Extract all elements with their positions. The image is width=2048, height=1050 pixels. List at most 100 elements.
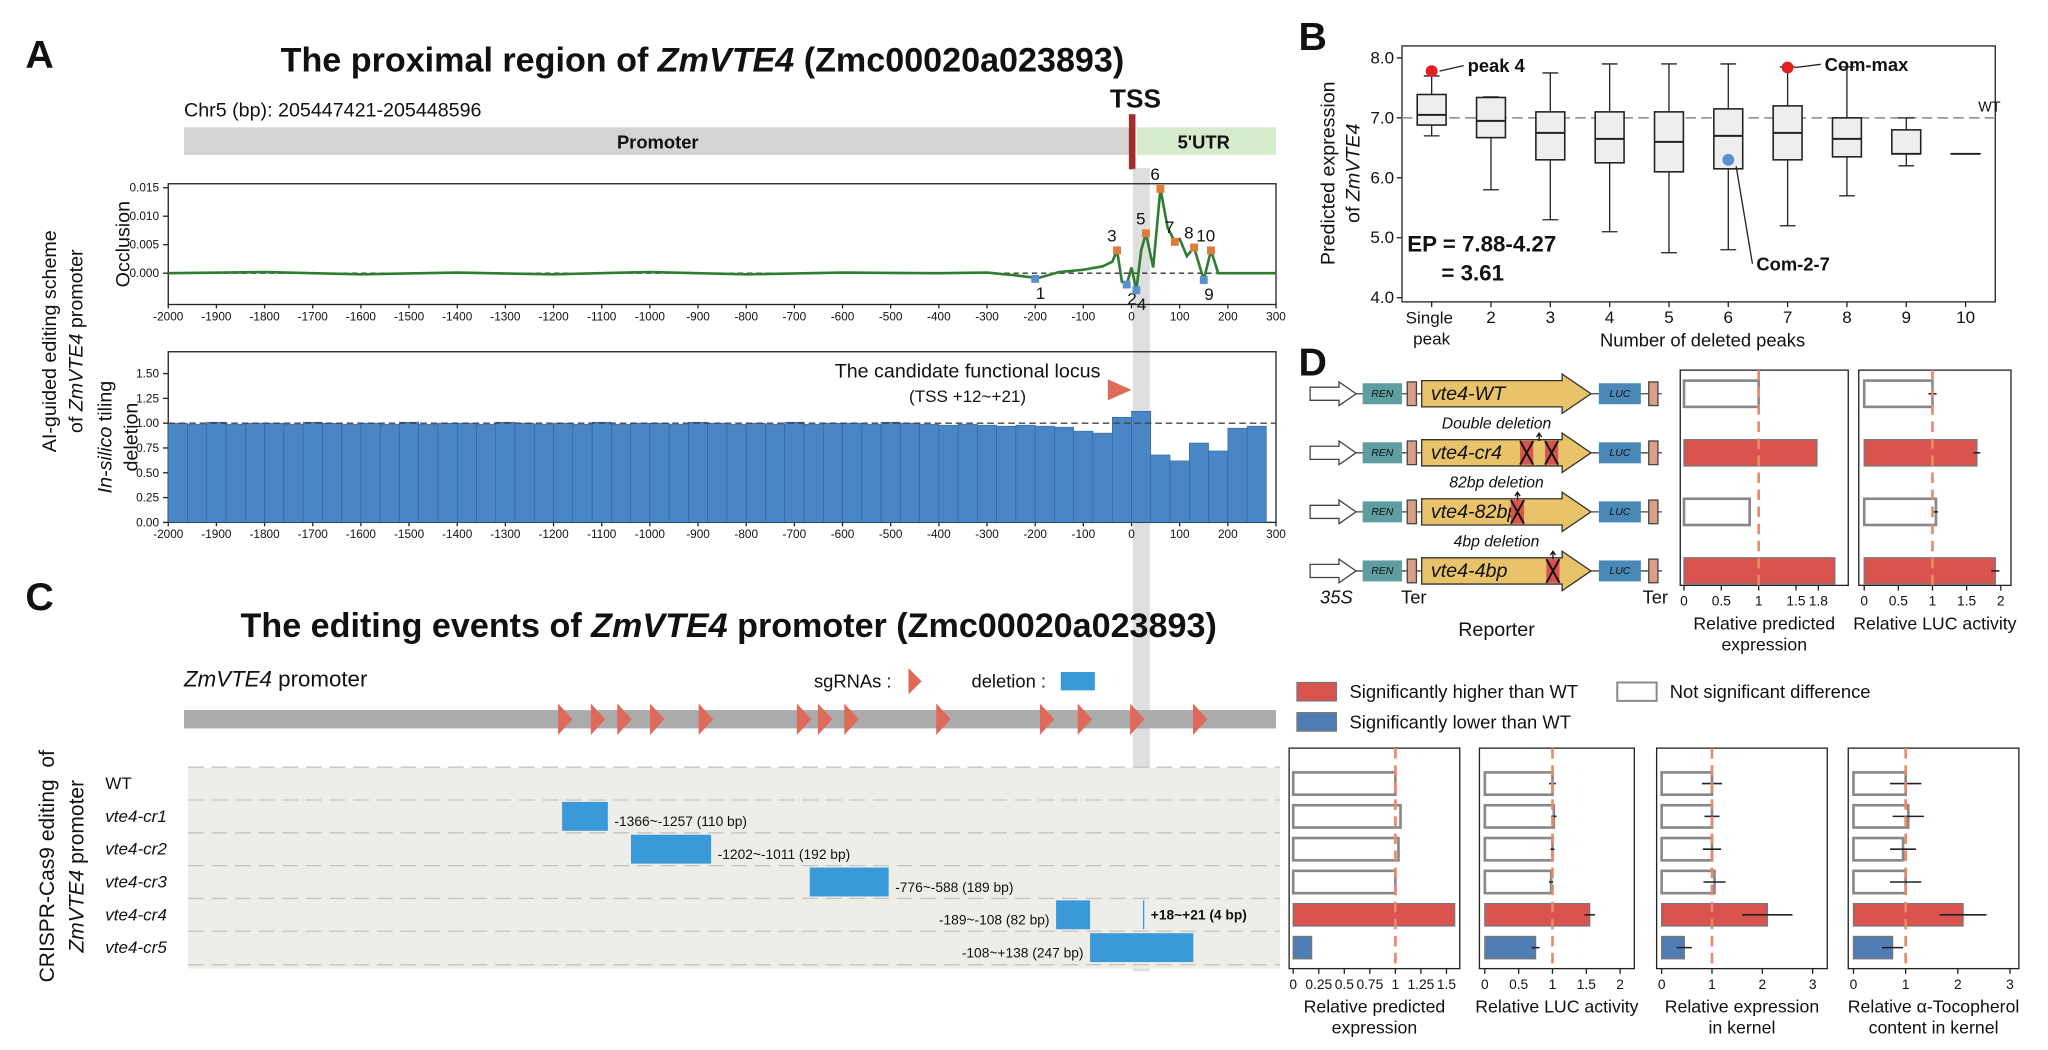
terminator	[1406, 558, 1418, 584]
box	[1416, 93, 1447, 126]
locus-arrow	[1107, 379, 1132, 401]
luc-label: LUC	[1609, 565, 1630, 577]
deletion-cross	[1545, 558, 1561, 584]
x-axis-label: expression	[1332, 1018, 1418, 1038]
y-tick-label: 0.015	[130, 181, 160, 195]
y-tick-label: 0.50	[136, 466, 159, 480]
y-tick-label: 1.50	[136, 367, 159, 381]
bar	[1862, 497, 1938, 527]
annotation: The candidate functional locus	[835, 360, 1101, 382]
sgrna-arrow	[1077, 703, 1093, 735]
y-tick-label: 0.25	[136, 491, 159, 505]
bar	[553, 422, 574, 523]
x-tick-label: -1700	[298, 309, 329, 323]
bar	[1483, 771, 1554, 797]
x-tick-label: -2000	[153, 527, 184, 541]
x-tick-label: 100	[1170, 309, 1190, 323]
bar	[1291, 803, 1402, 829]
bar	[572, 423, 593, 523]
y-axis-label: Occlusion	[113, 201, 135, 287]
x-tick-label: -1000	[635, 527, 666, 541]
y-tick-label: 8.0	[1370, 48, 1394, 67]
bar	[476, 423, 497, 523]
side-label: CRISPR-Cas9 editing of	[36, 750, 59, 982]
deletion-label: -108~+138 (247 bp)	[962, 945, 1084, 960]
promoter-label: ZmVTE4 promoter	[183, 666, 368, 691]
construct-part-label: 35S	[1320, 587, 1353, 608]
terminator	[1406, 499, 1418, 525]
x-tick-label: 1	[1549, 977, 1557, 992]
coordinates: Chr5 (bp): 205447421-205448596	[184, 99, 482, 121]
legend-label: Not significant difference	[1670, 681, 1871, 702]
panel-label: D	[1299, 340, 1327, 384]
x-tick-label: 100	[1170, 527, 1190, 541]
x-tick-label: -1100	[587, 527, 617, 541]
x-tick-label: -500	[879, 527, 903, 541]
side-label: of ZmVTE4 promoter	[65, 249, 87, 433]
deletion-label: -776~-588 (189 bp)	[895, 880, 1013, 895]
bar	[206, 421, 227, 523]
luc-label: LUC	[1609, 388, 1630, 400]
x-tick-label: -1600	[346, 309, 377, 323]
x-tick-label: -400	[927, 527, 951, 541]
x-tick-label: 0	[1128, 527, 1135, 541]
sgrna-arrow	[1039, 703, 1055, 735]
row-label: vte4-cr2	[105, 840, 167, 859]
side-label-part: ZmVTE4	[65, 334, 87, 413]
deletion-label: +18~+21 (4 bp)	[1151, 907, 1247, 922]
x-tick-label: 1	[1392, 977, 1400, 992]
highlight-label: Com-max	[1825, 54, 1909, 75]
peak-label: 2	[1127, 290, 1136, 309]
x-tick-label: -1800	[249, 309, 280, 323]
legend-swatch	[1616, 681, 1658, 702]
peak-label: 7	[1165, 218, 1174, 237]
bar	[264, 422, 285, 523]
legend-swatch	[1296, 712, 1338, 732]
deletion-cross	[1519, 440, 1535, 466]
ep-text: = 3.61	[1441, 261, 1504, 286]
bar	[726, 423, 747, 523]
x-axis-label: Relative α-Tocopherol	[1848, 997, 2020, 1017]
x-axis-label: Relative expression	[1665, 997, 1819, 1017]
luc-box	[1598, 442, 1641, 464]
x-tick-label: 300	[1266, 309, 1286, 323]
row-label: vte4-cr3	[105, 873, 167, 892]
bar	[1292, 935, 1313, 960]
promoter-label-part: promoter	[272, 666, 368, 691]
construct-annotation: 4bp deletion	[1454, 534, 1540, 551]
side-label-part: ZmVTE4	[65, 870, 88, 954]
bar	[1292, 903, 1456, 927]
construct-part-label: Reporter	[1458, 619, 1535, 641]
sgrna-arrow	[590, 703, 606, 735]
plot-frame	[1288, 747, 1461, 970]
deletion-block	[1056, 900, 1091, 930]
peak-marker	[1132, 286, 1141, 295]
bar	[1291, 869, 1397, 895]
legend-swatch	[1296, 681, 1338, 702]
bar	[1291, 836, 1400, 862]
bar	[1246, 425, 1267, 523]
box	[1535, 111, 1566, 161]
bar	[1111, 416, 1132, 523]
legend-label: Significantly lower than WT	[1350, 711, 1571, 732]
bar	[1483, 836, 1554, 862]
legend-label: deletion :	[972, 671, 1047, 692]
ep-text: EP = 7.88-4.27	[1407, 232, 1556, 257]
construct-annotation: 82bp deletion	[1449, 475, 1544, 492]
legend-sgrna-icon	[908, 668, 922, 695]
x-tick-label: 2	[1486, 308, 1495, 327]
terminator	[1648, 558, 1659, 584]
annotation-arrow	[1514, 491, 1521, 501]
bar	[245, 422, 265, 523]
peak-label: 10	[1196, 226, 1215, 245]
plot-frame	[1847, 747, 2020, 970]
x-tick-label: 4	[1605, 308, 1614, 327]
reference-label: WT	[1978, 99, 2001, 115]
construct-annotation: Double deletion	[1442, 415, 1552, 432]
box	[1831, 117, 1863, 158]
bar	[1863, 439, 1978, 467]
deletion-label: -189~-108 (82 bp)	[939, 913, 1050, 928]
promoter-arrow	[1309, 557, 1358, 585]
x-tick-label: -600	[831, 527, 855, 541]
